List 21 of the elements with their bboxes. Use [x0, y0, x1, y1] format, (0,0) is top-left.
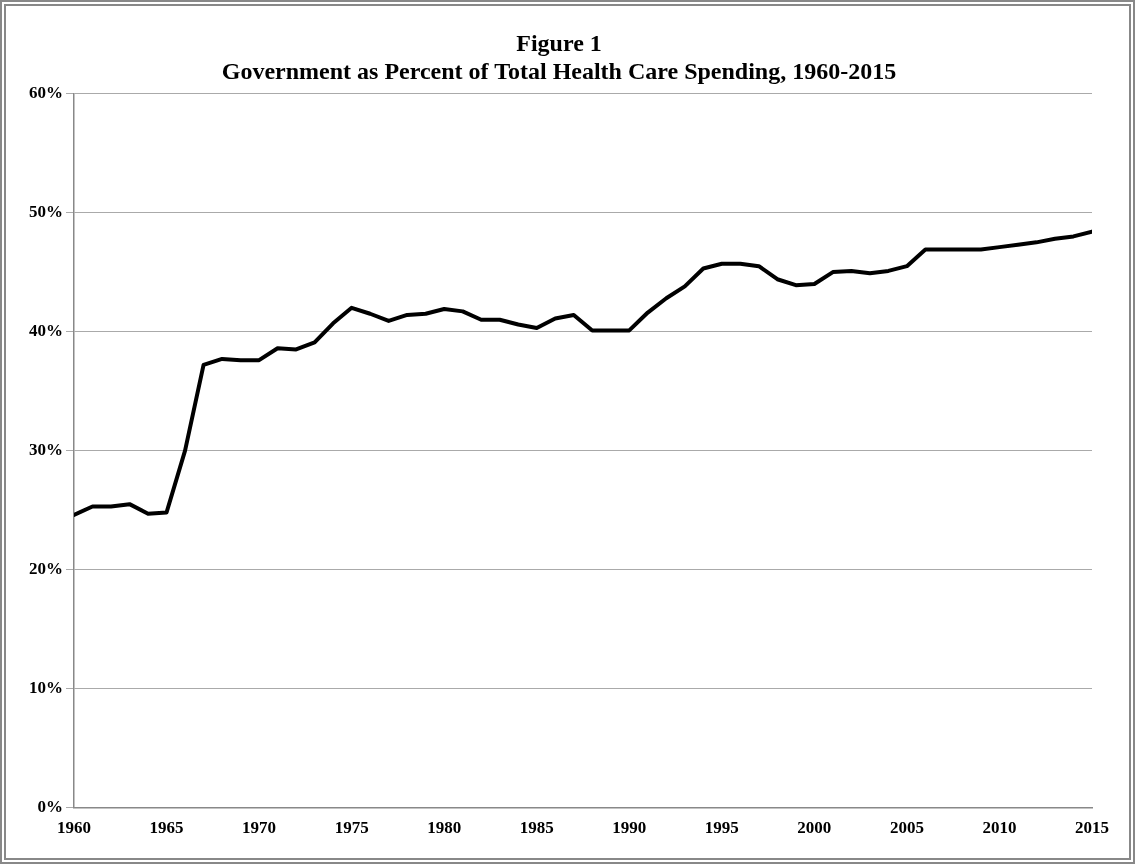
y-tick-label: 60%: [29, 82, 63, 102]
chart-subtitle: Government as Percent of Total Health Care Spending, 1960-2015: [221, 58, 897, 85]
y-tick-label: 40%: [29, 320, 63, 340]
x-tick-label: 1965: [149, 818, 184, 838]
x-tick-label: 2010: [982, 818, 1017, 838]
x-tick-label: 1980: [427, 818, 462, 838]
x-tick-label: 1960: [57, 818, 91, 838]
x-tick-label: 1985: [519, 818, 554, 838]
y-tick-label: 10%: [29, 677, 63, 697]
x-tick-label: 2005: [889, 818, 924, 838]
x-tick-label: 1975: [334, 818, 369, 838]
y-tick-label: 50%: [29, 201, 63, 221]
x-tick-label: 2015: [1075, 818, 1109, 838]
y-tick-label: 30%: [29, 439, 63, 459]
chart-title: Figure 1: [516, 29, 602, 56]
y-tick-label: 20%: [29, 558, 63, 578]
y-tick-label: 0%: [37, 796, 63, 816]
x-tick-label: 1995: [704, 818, 739, 838]
x-tick-label: 1970: [242, 818, 277, 838]
x-tick-label: 2000: [797, 818, 832, 838]
x-tick-label: 1990: [612, 818, 647, 838]
